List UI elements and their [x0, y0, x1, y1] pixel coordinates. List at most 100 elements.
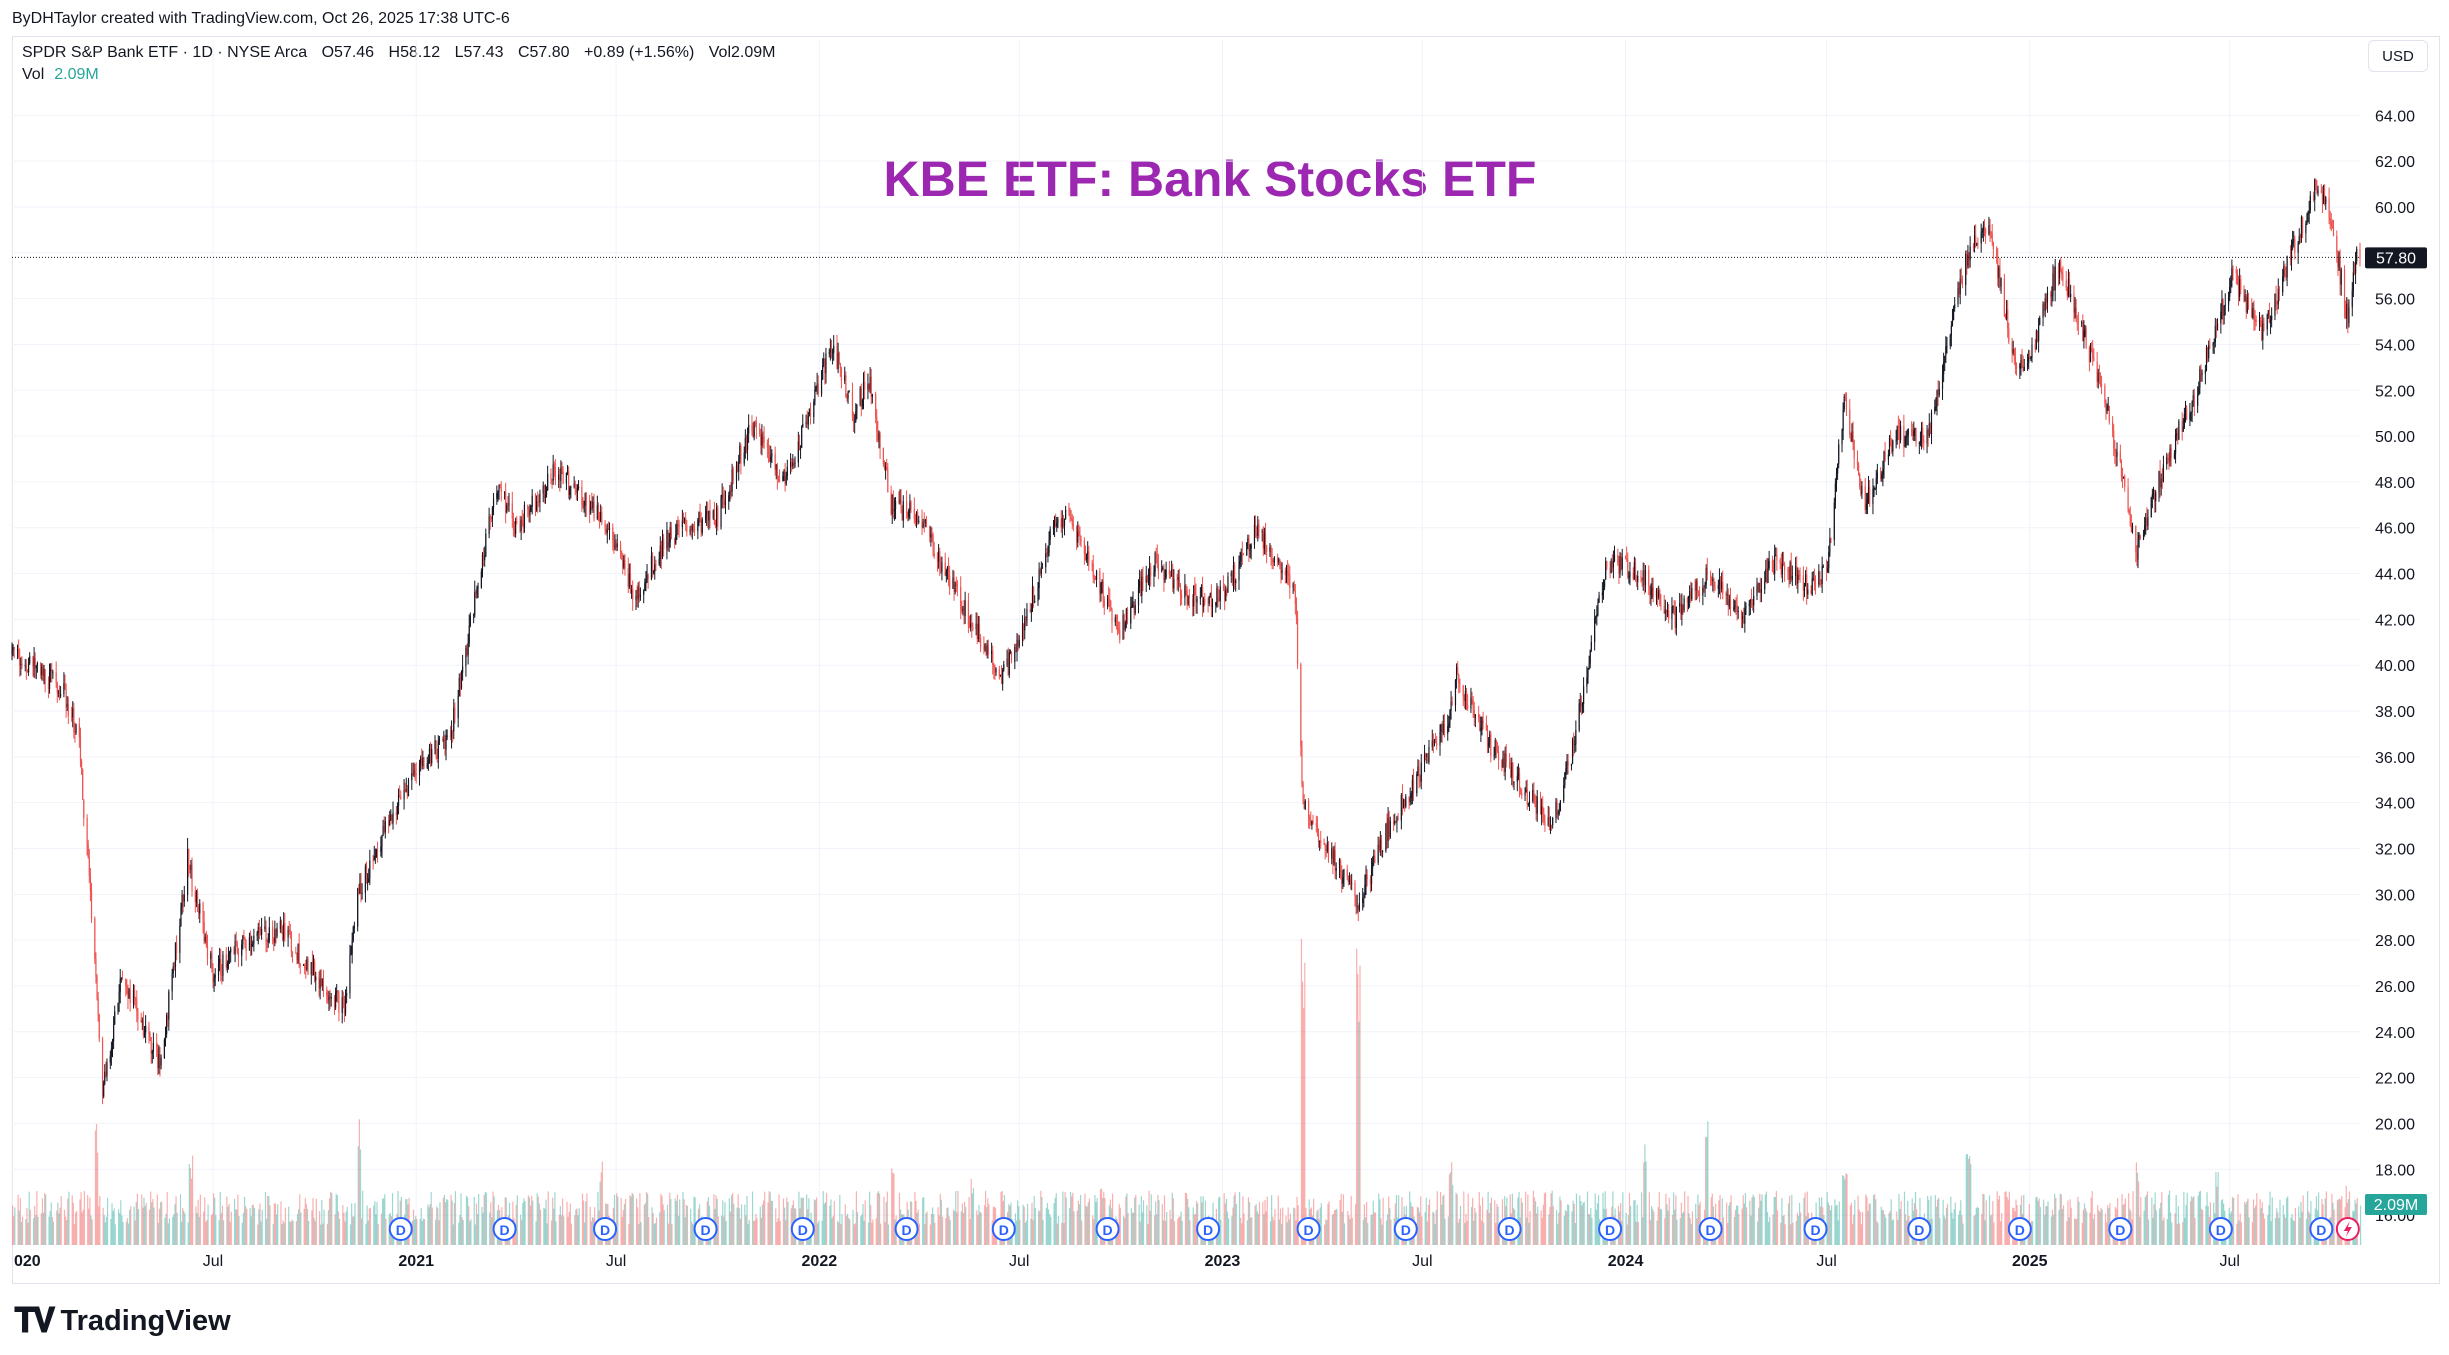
candle-body — [700, 519, 702, 533]
candle-body — [2313, 195, 2315, 200]
candle-body — [743, 452, 745, 464]
candle-body — [1132, 602, 1134, 605]
volume-bar — [491, 1217, 493, 1245]
candle-body — [521, 519, 523, 522]
volume-bar — [1668, 1197, 1670, 1245]
candle-body — [1791, 576, 1793, 580]
volume-bar — [159, 1202, 162, 1245]
candle-body — [1914, 427, 1916, 431]
volume-bar — [880, 1223, 882, 1245]
volume-bar — [1150, 1194, 1152, 1245]
currency-button[interactable]: USD — [2368, 40, 2428, 72]
volume-bar — [1962, 1223, 1964, 1245]
candle-body — [2346, 303, 2348, 319]
dividend-icon[interactable] — [1497, 1217, 1522, 1241]
candle-body — [814, 389, 816, 402]
volume-bar — [1892, 1219, 1895, 1245]
volume-bar — [1130, 1208, 1132, 1245]
candle-body — [554, 467, 556, 481]
volume-bar — [2075, 1219, 2077, 1245]
volume-bar — [938, 1215, 940, 1245]
volume-bar — [1277, 1195, 1279, 1245]
volume-bar — [1441, 1204, 1443, 1245]
volume-bar — [1366, 1201, 1368, 1245]
candle-body — [1578, 703, 1580, 731]
candle-body — [1727, 593, 1729, 607]
candle-body — [875, 393, 877, 418]
volume-badge — [2365, 1194, 2427, 1215]
dividend-icon[interactable] — [388, 1217, 413, 1241]
candle-body — [2337, 253, 2339, 267]
volume-bar — [1981, 1213, 1983, 1245]
dividend-icon-label: D — [701, 1222, 711, 1238]
candle-body — [859, 387, 861, 405]
candle-body — [2297, 242, 2299, 253]
candle-body — [681, 520, 683, 528]
candle-body — [2240, 279, 2242, 291]
dividend-icon[interactable] — [2007, 1217, 2032, 1241]
candle-body — [373, 856, 375, 861]
volume-legend[interactable]: Vol 2.09M — [22, 66, 99, 84]
volume-bar — [129, 1209, 131, 1245]
candle-body — [2015, 366, 2018, 369]
symbol-description[interactable]: SPDR S&P Bank ETF · 1D · NYSE Arca — [22, 44, 308, 61]
volume-bar — [211, 1213, 214, 1245]
candle-body — [140, 1019, 142, 1022]
candle-body — [867, 384, 869, 390]
volume-bar — [2232, 1198, 2235, 1245]
volume-bar — [148, 1209, 151, 1245]
candle-body — [2167, 457, 2169, 462]
volume-bar — [245, 1206, 247, 1245]
volume-bar — [1432, 1211, 1434, 1245]
dividend-icon[interactable] — [1907, 1217, 1932, 1241]
candle-body — [1342, 877, 1344, 884]
volume-bar — [118, 1209, 120, 1245]
dividend-icon[interactable] — [593, 1217, 618, 1241]
dividend-icon[interactable] — [1803, 1217, 1828, 1241]
candle-body — [1748, 603, 1750, 606]
candle-body — [1714, 585, 1716, 590]
dividend-icon[interactable] — [492, 1217, 517, 1241]
dividend-icon[interactable] — [894, 1217, 919, 1241]
volume-bar — [883, 1196, 885, 1245]
candle-body — [1405, 796, 1407, 807]
symbol-legend[interactable]: SPDR S&P Bank ETF · 1D · NYSE Arca O57.4… — [22, 44, 785, 62]
candle-body — [637, 587, 639, 600]
candle-body — [1617, 554, 1619, 563]
candle-body — [2054, 266, 2056, 291]
volume-bar — [214, 1197, 216, 1245]
volume-bar — [453, 1202, 455, 1245]
candle-body — [1671, 606, 1673, 619]
volume-bar — [876, 1192, 878, 1245]
dividend-icon[interactable] — [1698, 1217, 1723, 1241]
volume-bar — [853, 1224, 855, 1245]
tradingview-logo[interactable]: 𝐓𝐕 TradingView — [14, 1302, 231, 1341]
candle-body — [987, 645, 989, 654]
candle-body — [1621, 557, 1623, 570]
candle-body — [1751, 603, 1754, 606]
dividend-icon[interactable] — [1196, 1217, 1221, 1241]
volume-bar — [346, 1206, 348, 1245]
dividend-icon[interactable] — [2108, 1217, 2133, 1241]
volume-bar — [359, 1149, 362, 1245]
volume-bar — [523, 1198, 525, 1245]
dividend-icon[interactable] — [1095, 1217, 1120, 1241]
dividend-icon[interactable] — [1598, 1217, 1623, 1241]
dividend-icon[interactable] — [1296, 1217, 1321, 1241]
volume-bar — [972, 1187, 975, 1245]
volume-bar — [1997, 1199, 1999, 1245]
dividend-icon[interactable] — [693, 1217, 718, 1241]
dividend-icon[interactable] — [2309, 1217, 2334, 1241]
dividend-icon[interactable] — [790, 1217, 815, 1241]
candle-body — [829, 349, 831, 353]
dividend-icon[interactable] — [991, 1217, 1016, 1241]
candle-body — [158, 1054, 160, 1069]
candle-body — [125, 978, 127, 987]
candle-body — [320, 978, 322, 987]
candle-body — [1218, 598, 1220, 601]
dividend-icon[interactable] — [1393, 1217, 1418, 1241]
candle-body — [809, 408, 812, 417]
volume-bar — [1520, 1198, 1522, 1245]
dividend-icon[interactable] — [2208, 1217, 2233, 1241]
